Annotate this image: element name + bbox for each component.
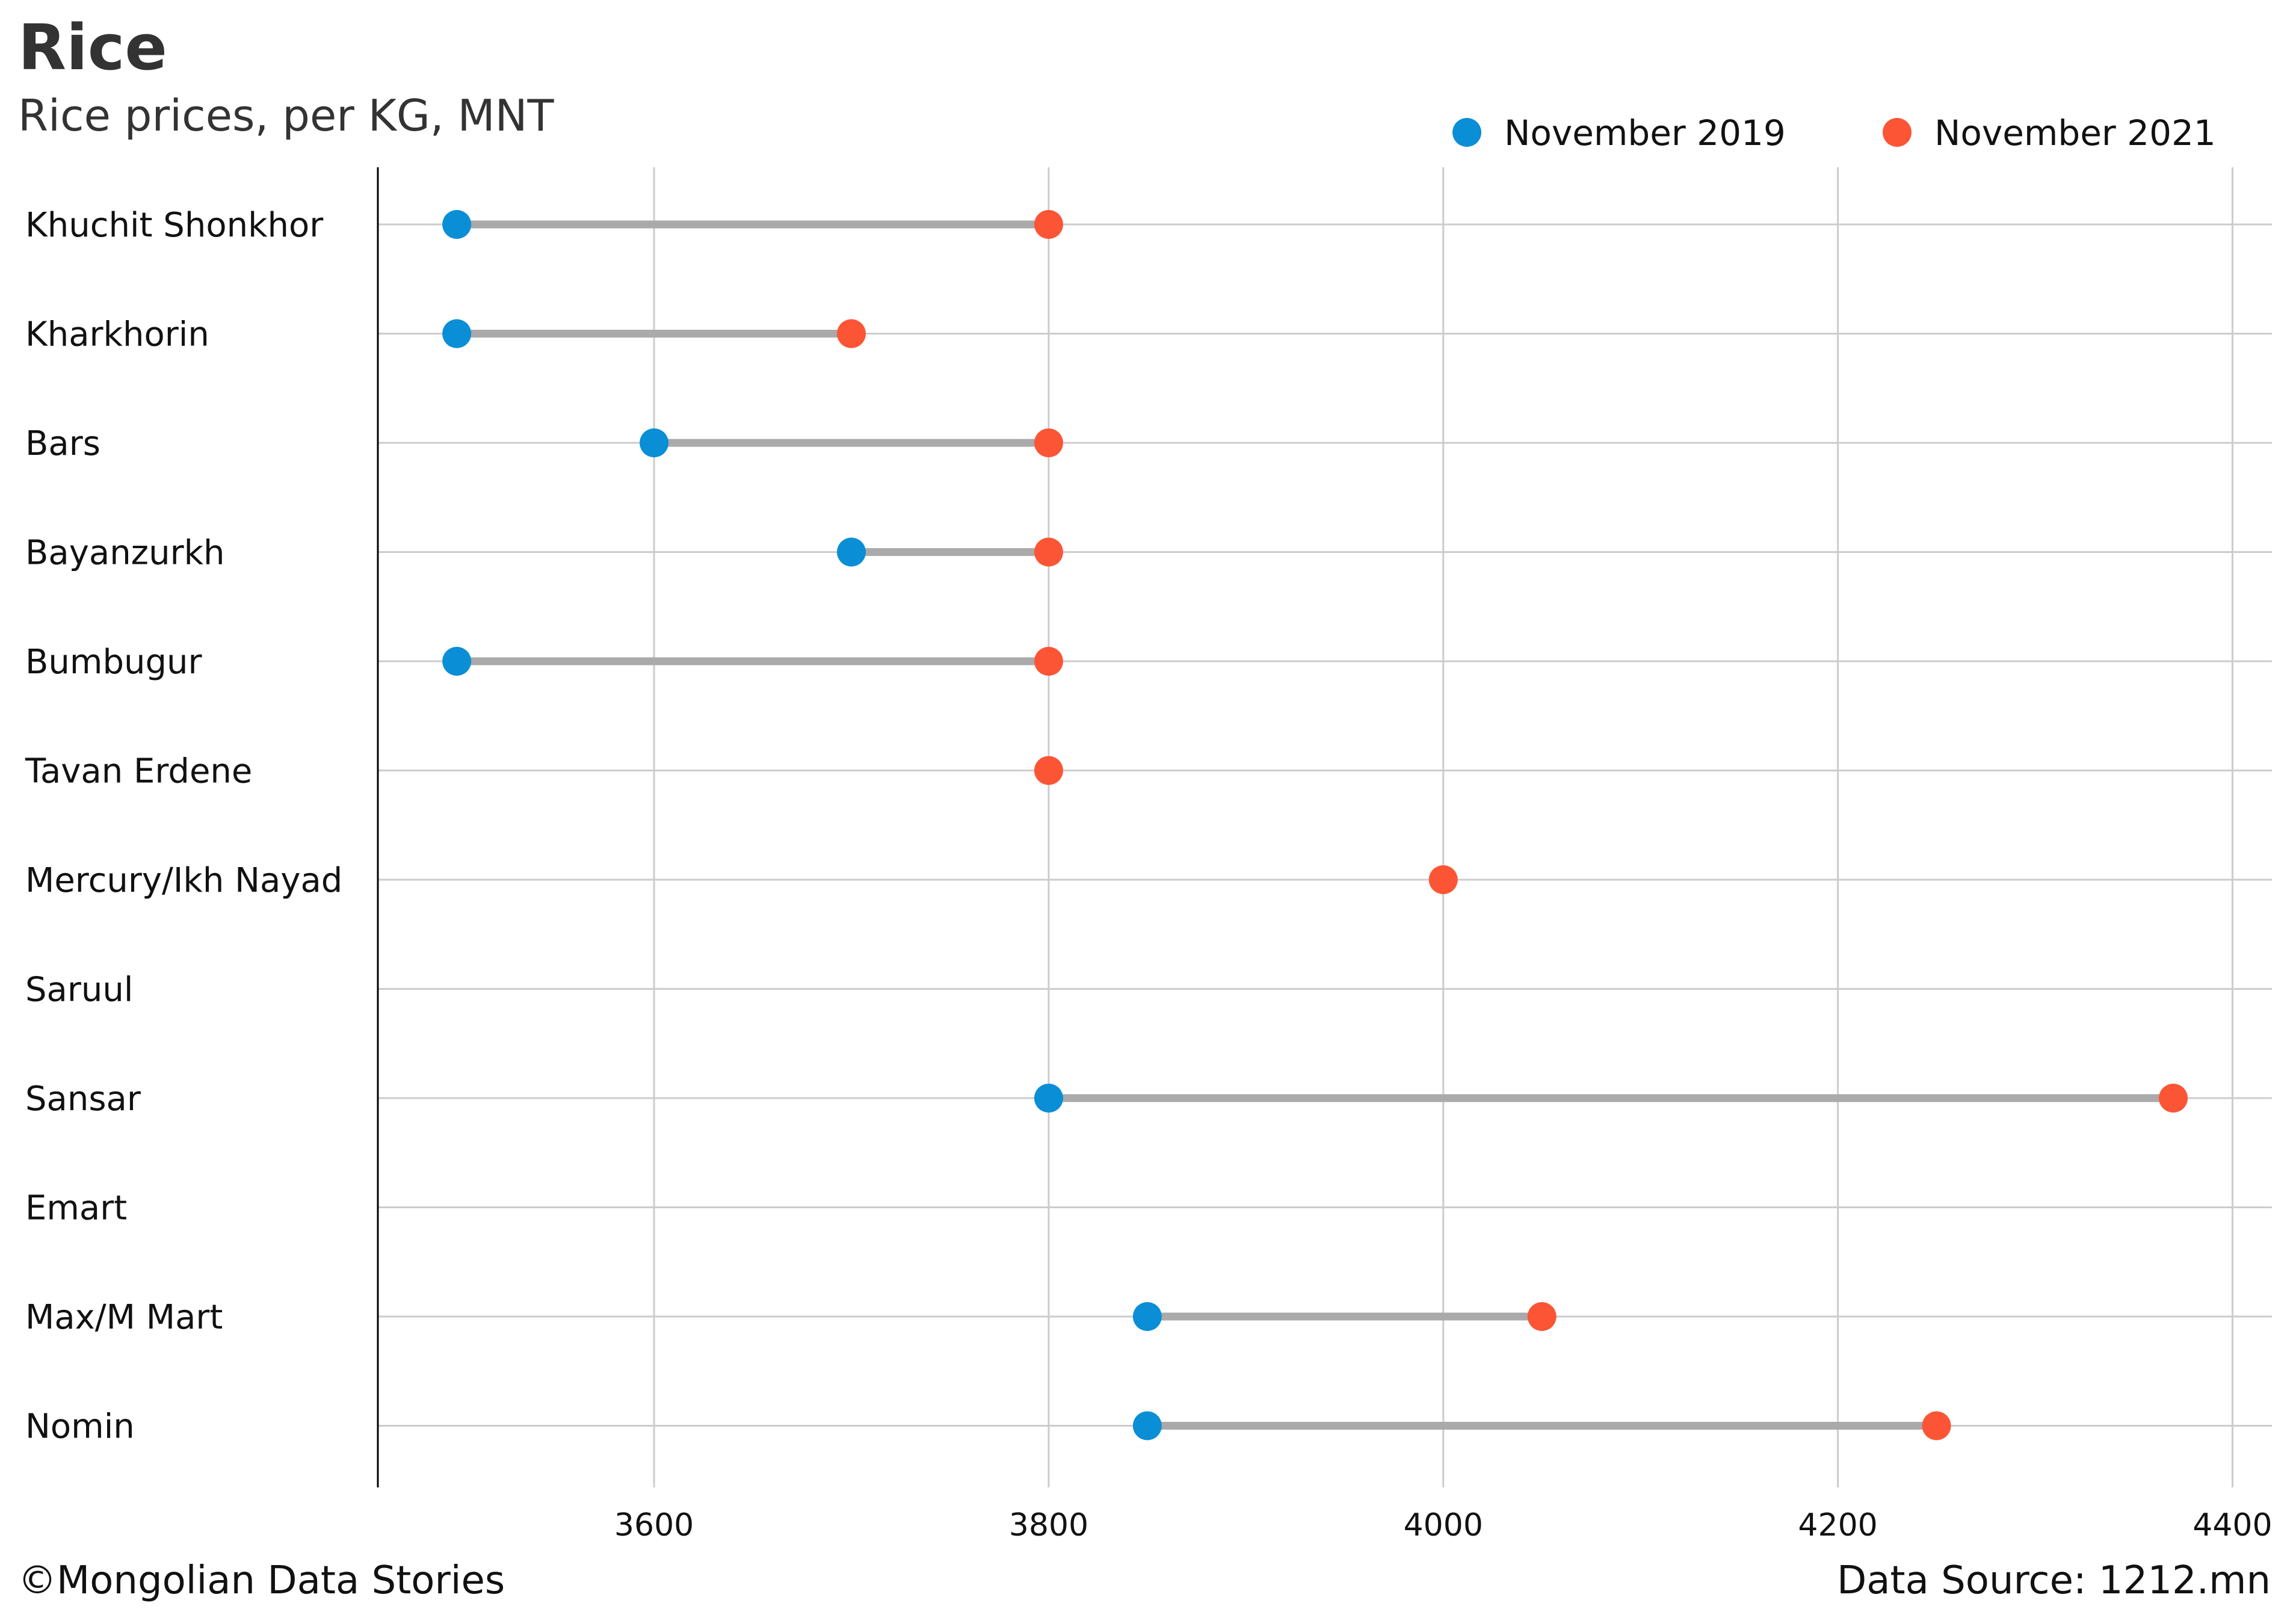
category-label: Tavan Erdene [25,752,252,791]
category-label: Bayanzurkh [25,534,225,573]
point-november-2019 [837,537,866,567]
x-tick-label: 4000 [1404,1507,1483,1543]
point-november-2021 [1034,537,1063,567]
point-november-2021 [837,319,866,348]
legend-marker [1452,118,1481,147]
x-tick-label: 3800 [1009,1507,1088,1543]
point-november-2021 [1034,428,1063,457]
x-tick-label: 3600 [614,1507,694,1543]
connector-layer [457,220,2174,1430]
point-november-2019 [442,210,472,239]
point-november-2019 [442,647,472,676]
point-november-2021 [1034,756,1063,785]
point-november-2019 [1034,1084,1063,1113]
label-layer: 3600 3800 4000 4200 4400 Khuchit Shonkhor Khar… [25,206,2273,1543]
category-label: Bumbugur [25,643,203,682]
x-tick-label: 4200 [1798,1507,1877,1543]
chart-subtitle: Rice prices, per KG, MNT [18,90,554,141]
legend-label: November 2021 [1934,113,2216,153]
chart-title: Rice [18,11,167,84]
footer-source: Data Source: 1212.mn [1837,1558,2271,1603]
category-label: Bars [25,424,100,463]
point-november-2021 [1034,210,1063,239]
category-label: Kharkhorin [25,315,209,354]
legend-label: November 2019 [1504,113,1786,153]
x-tick-label: 4400 [2193,1507,2272,1543]
category-label: Mercury/Ikh Nayad [25,861,342,900]
point-november-2019 [1132,1302,1162,1331]
point-november-2021 [2159,1084,2188,1113]
grid-layer [378,167,2272,1487]
category-label: Sansar [25,1079,141,1119]
category-label: Max/M Mart [25,1298,223,1337]
point-november-2021 [1428,865,1458,894]
legend-marker [1883,118,1912,147]
footer-credit: ©Mongolian Data Stories [18,1558,505,1603]
point-november-2019 [640,428,669,457]
legend: November 2019 November 2021 [1452,113,2216,153]
category-label: Nomin [25,1407,135,1447]
point-layer [442,210,2188,1440]
point-november-2019 [1132,1411,1162,1440]
category-label: Khuchit Shonkhor [25,206,324,245]
category-label: Saruul [25,971,133,1010]
point-november-2021 [1527,1302,1557,1331]
category-label: Emart [25,1189,127,1228]
point-november-2021 [1922,1411,1951,1440]
point-november-2021 [1034,647,1063,676]
point-november-2019 [442,319,472,348]
